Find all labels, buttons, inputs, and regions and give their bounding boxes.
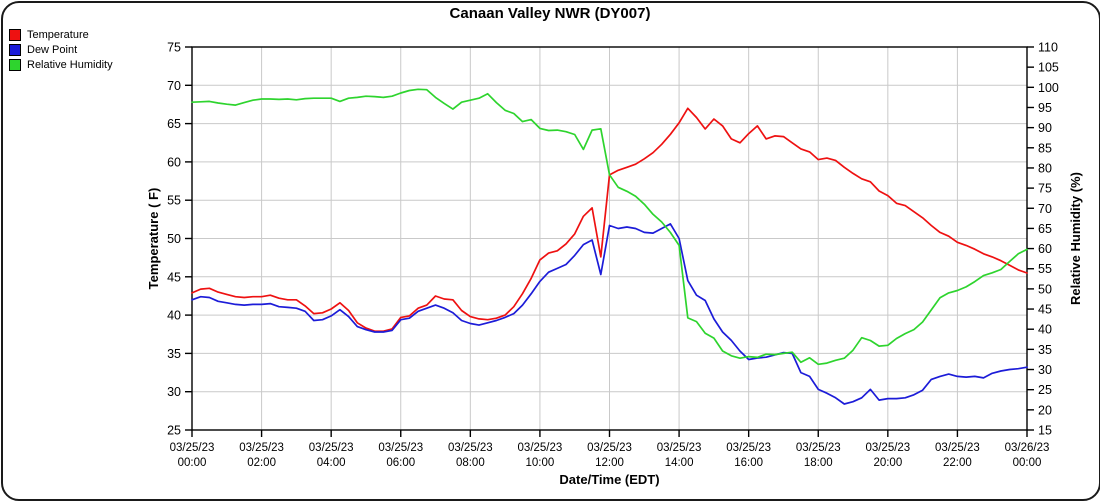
chart-title: Canaan Valley NWR (DY007) (449, 5, 651, 22)
x-tick-time: 20:00 (873, 457, 902, 469)
dew-point-swatch-icon (9, 43, 21, 56)
x-tick-date: 03/25/23 (170, 442, 215, 454)
x-tick-time: 14:00 (665, 457, 694, 469)
right-tick-label: 75 (1038, 182, 1052, 196)
relative-humidity-swatch-icon (9, 58, 21, 71)
right-tick-label: 15 (1038, 424, 1052, 438)
x-tick-time: 12:00 (595, 457, 624, 469)
right-tick-label: 35 (1038, 343, 1052, 357)
legend-label-relative-humidity: Relative Humidity (27, 58, 113, 71)
right-tick-label: 90 (1038, 121, 1052, 135)
x-tick-time: 08:00 (456, 457, 485, 469)
x-tick-date: 03/25/23 (657, 442, 702, 454)
right-tick-label: 25 (1038, 383, 1052, 397)
x-tick-date: 03/25/23 (935, 442, 980, 454)
x-tick-time: 00:00 (1013, 457, 1042, 469)
right-tick-label: 40 (1038, 323, 1052, 337)
right-tick-label: 50 (1038, 282, 1052, 296)
x-tick-date: 03/25/23 (518, 442, 563, 454)
right-tick-label: 85 (1038, 141, 1052, 155)
right-tick-label: 95 (1038, 101, 1052, 115)
x-tick-time: 00:00 (178, 457, 207, 469)
x-tick-date: 03/25/23 (239, 442, 284, 454)
x-axis-title: Date/Time (EDT) (559, 472, 659, 487)
left-tick-label: 35 (167, 347, 181, 361)
right-tick-label: 65 (1038, 222, 1052, 236)
legend-label-temperature: Temperature (27, 28, 89, 41)
legend-label-dew-point: Dew Point (27, 43, 78, 56)
legend-item-dew-point: Dew Point (9, 42, 113, 57)
right-tick-label: 80 (1038, 161, 1052, 175)
left-tick-label: 25 (167, 424, 181, 438)
x-tick-time: 02:00 (247, 457, 276, 469)
right-tick-label: 60 (1038, 242, 1052, 256)
left-tick-label: 45 (167, 270, 181, 284)
x-tick-time: 16:00 (734, 457, 763, 469)
left-axis-title: Temperature ( F) (146, 188, 161, 290)
right-tick-label: 100 (1038, 81, 1059, 95)
series-line-relative-humidity (191, 88, 1028, 366)
left-tick-label: 60 (167, 155, 181, 169)
legend-item-temperature: Temperature (9, 27, 113, 42)
x-tick-time: 22:00 (943, 457, 972, 469)
x-tick-time: 10:00 (526, 457, 555, 469)
legend-item-relative-humidity: Relative Humidity (9, 57, 113, 72)
left-tick-label: 55 (167, 194, 181, 208)
left-tick-label: 50 (167, 232, 181, 246)
x-tick-date: 03/26/23 (1005, 442, 1050, 454)
x-tick-time: 18:00 (804, 457, 833, 469)
x-tick-date: 03/25/23 (587, 442, 632, 454)
x-tick-date: 03/25/23 (865, 442, 910, 454)
x-tick-date: 03/25/23 (726, 442, 771, 454)
left-tick-label: 40 (167, 309, 181, 323)
left-tick-label: 65 (167, 117, 181, 131)
x-tick-date: 03/25/23 (448, 442, 493, 454)
left-tick-label: 75 (167, 41, 181, 55)
x-tick-time: 06:00 (386, 457, 415, 469)
right-tick-label: 105 (1038, 61, 1059, 75)
temperature-swatch-icon (9, 28, 21, 41)
x-tick-time: 04:00 (317, 457, 346, 469)
series-line-dew-point (191, 223, 1028, 405)
x-tick-date: 03/25/23 (378, 442, 423, 454)
x-tick-date: 03/25/23 (796, 442, 841, 454)
x-tick-date: 03/25/23 (309, 442, 354, 454)
left-tick-label: 70 (167, 79, 181, 93)
right-axis-title: Relative Humidity (%) (1068, 172, 1083, 305)
right-tick-label: 55 (1038, 262, 1052, 276)
right-tick-label: 20 (1038, 403, 1052, 417)
left-tick-label: 30 (167, 385, 181, 399)
right-tick-label: 45 (1038, 303, 1052, 317)
right-tick-label: 110 (1038, 41, 1058, 55)
legend: Temperature Dew Point Relative Humidity (9, 27, 113, 72)
right-tick-label: 30 (1038, 363, 1052, 377)
right-tick-label: 70 (1038, 202, 1052, 216)
